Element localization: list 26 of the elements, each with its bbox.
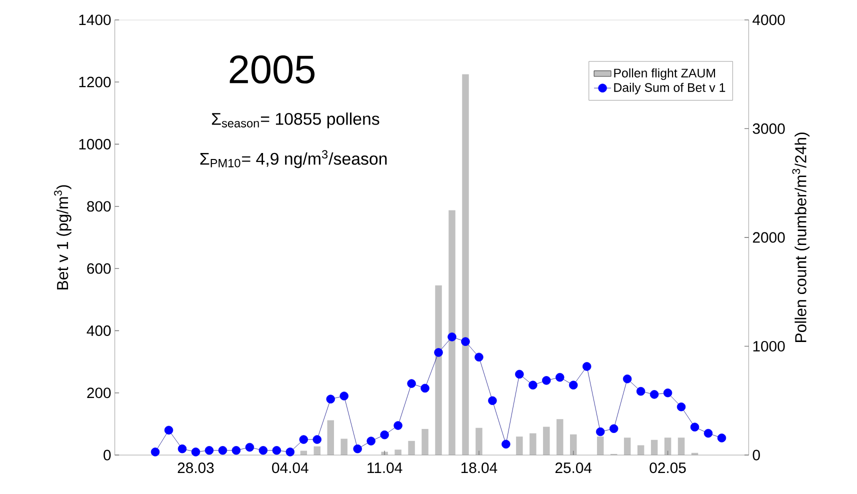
y2-axis-title: Pollen count (number/m$^{3}$/24h) [792, 132, 810, 342]
annotation: 2005 [230, 55, 315, 84]
y2-tick-label: 0 [752, 450, 760, 460]
y-tick-label: 600 [87, 263, 111, 274]
y2-tick-label: 4000 [752, 14, 785, 26]
y-tick-label: 1000 [79, 139, 111, 150]
annotation: Σ$_{season}$= 10855 pollens [212, 112, 380, 128]
y-tick-label: 0 [104, 450, 111, 460]
legend-label: Daily Sum of Bet v 1 [614, 82, 726, 94]
y-tick-label: 200 [87, 388, 111, 398]
y-tick-label: 800 [87, 201, 111, 212]
x-tick-label: 25.04 [555, 462, 592, 474]
y2-tick-label: 2000 [752, 232, 785, 243]
x-tick-label: 04.04 [272, 462, 308, 474]
y2-tick-label: 3000 [752, 123, 785, 134]
x-tick-label: 02.05 [650, 462, 686, 474]
y2-tick-label: 1000 [753, 341, 785, 352]
x-tick-label: 18.04 [461, 462, 498, 474]
y-tick-label: 400 [86, 326, 111, 336]
legend-label: Pollen flight ZAUM [614, 68, 716, 80]
y-tick-label: 1400 [79, 14, 111, 26]
annotation: Σ$_{PM10}$= 4,9 ng/m$^{3}$/season [200, 150, 387, 168]
y-axis-title: Bet v 1 (pg/m$^{3}$) [54, 185, 72, 290]
x-tick-label: 28.03 [178, 462, 214, 474]
y-tick-label: 1200 [79, 76, 111, 88]
x-tick-label: 11.04 [368, 462, 402, 474]
